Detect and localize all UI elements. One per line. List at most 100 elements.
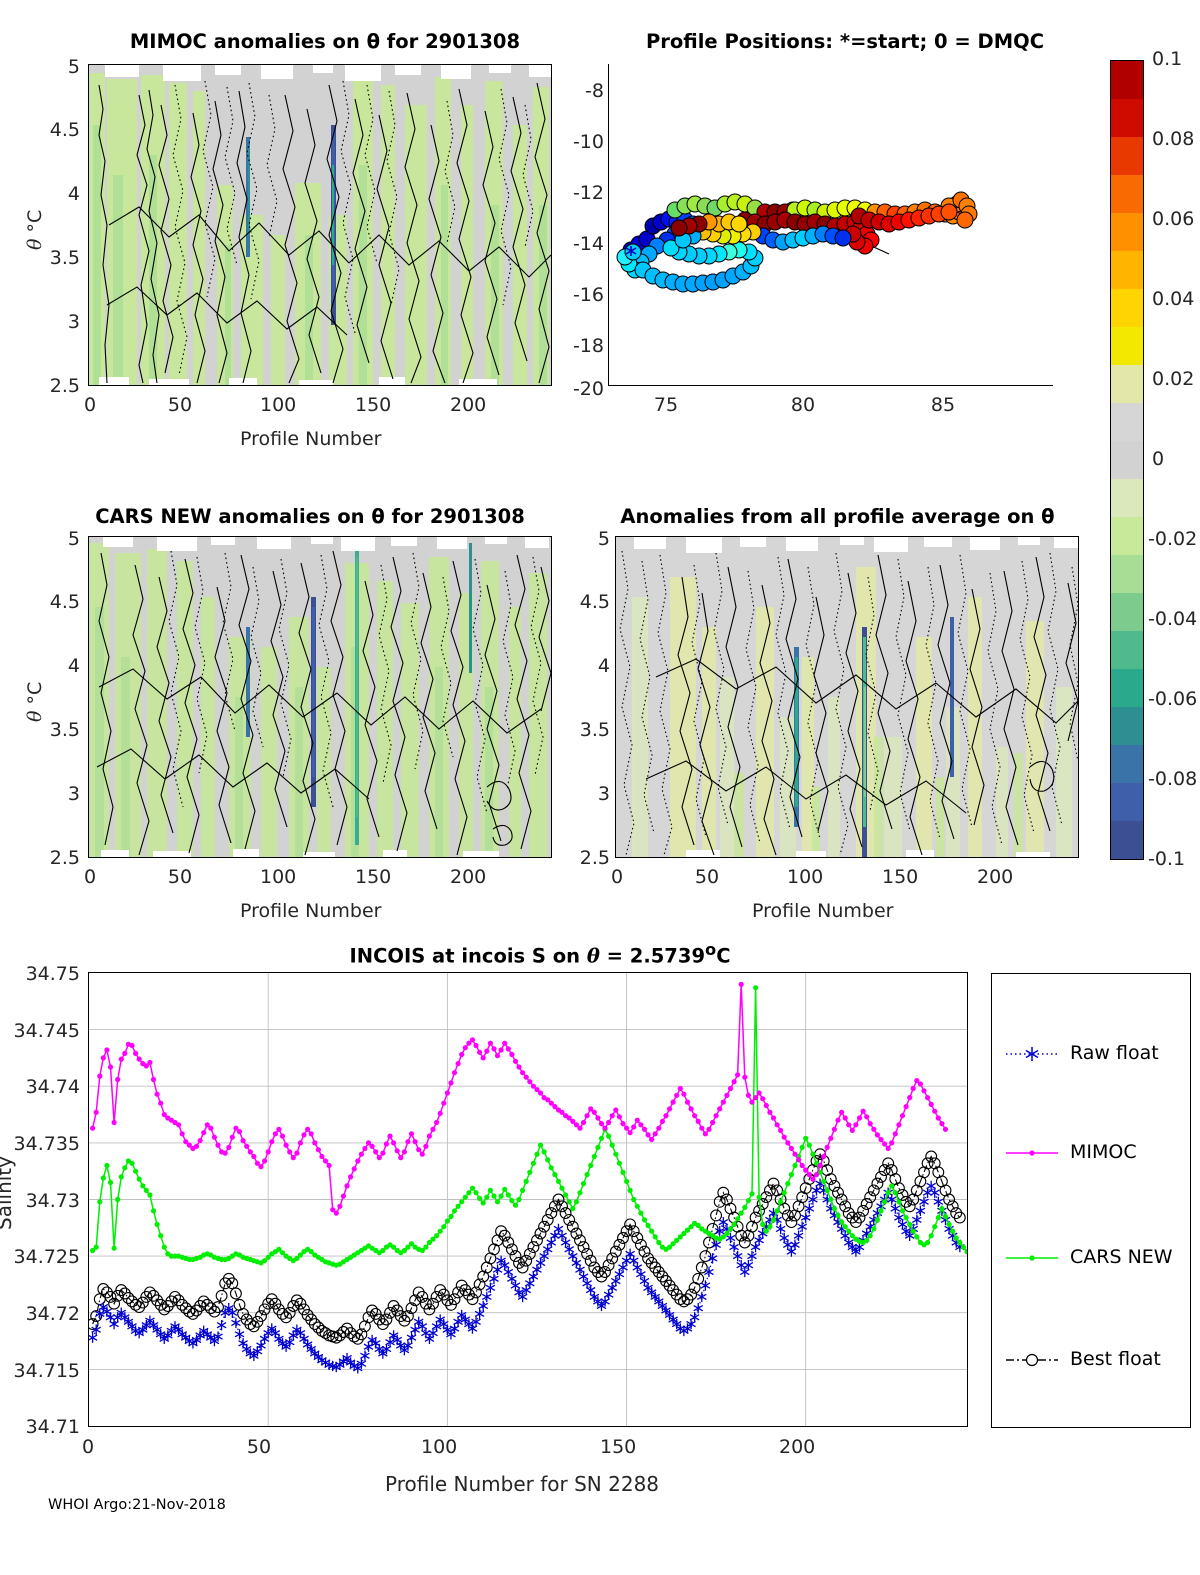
cars-xtick-1: 50	[167, 866, 193, 888]
allprofile-ytick-2: 4	[597, 655, 610, 677]
ts-ylabel: Salinity	[0, 1156, 16, 1230]
allprofile-xtick-4: 200	[977, 866, 1014, 888]
mimoc-ytick-3: 3.5	[49, 247, 80, 269]
positions-xtick-0: 75	[653, 394, 679, 416]
mimoc-xtick-3: 150	[355, 394, 392, 416]
cars-ytick-0: 5	[67, 528, 80, 550]
colorbar-tick-1: 0.08	[1152, 128, 1195, 150]
ts-ytick-6: 34.72	[25, 1303, 80, 1325]
colorbar-swatches	[1111, 61, 1143, 859]
allprofile-contour-field	[616, 537, 1078, 857]
positions-ytick-5: -18	[572, 335, 604, 357]
ts-ytick-0: 34.75	[25, 963, 80, 985]
allprofile-xtick-2: 100	[787, 866, 824, 888]
ts-ytick-4: 34.73	[25, 1190, 80, 1212]
allprofile-ytick-0: 5	[597, 528, 610, 550]
mimoc-ytick-1: 4.5	[49, 119, 80, 141]
positions-xtick-1: 80	[790, 394, 816, 416]
colorbar-tick-9: -0.08	[1148, 768, 1198, 790]
cars-title: CARS NEW anomalies on θ for 2901308	[95, 505, 525, 528]
timeseries-title: INCOIS at incois S on θ = 2.5739oC	[349, 940, 731, 968]
cars-contour-field	[89, 537, 551, 857]
allprofile-ytick-3: 3.5	[579, 719, 610, 741]
ts-ytick-1: 34.745	[13, 1020, 80, 1042]
allprofile-plot-area	[615, 536, 1079, 858]
ts-ytick-2: 34.74	[25, 1076, 80, 1098]
legend-label-raw-float: Raw float	[1070, 1042, 1159, 1064]
legend-line-mimoc	[1006, 1150, 1058, 1156]
cars-plot-area	[88, 536, 552, 858]
positions-plot-area	[608, 64, 1053, 386]
ts-xtick-0: 0	[81, 1436, 95, 1458]
figure-footer: WHOI Argo:21-Nov-2018	[48, 1497, 226, 1513]
ts-xtick-1: 50	[246, 1436, 272, 1458]
timeseries-legend: Raw float MIMOC CARS NEW Best float	[991, 973, 1191, 1428]
cars-xtick-4: 200	[450, 866, 487, 888]
cars-ytick-4: 3	[67, 783, 80, 805]
cars-ytick-2: 4	[67, 655, 80, 677]
legend-line-raw-float	[1006, 1047, 1058, 1061]
allprofile-ytick-1: 4.5	[579, 591, 610, 613]
ts-xtick-4: 200	[779, 1436, 816, 1458]
allprofile-xtick-1: 50	[694, 866, 720, 888]
timeseries-lines	[89, 973, 967, 1426]
positions-ytick-0: -8	[585, 80, 604, 102]
colorbar-tick-8: -0.06	[1148, 688, 1198, 710]
allprofile-ytick-5: 2.5	[579, 847, 610, 869]
allprofile-xtick-0: 0	[610, 866, 624, 888]
mimoc-xtick-0: 0	[83, 394, 97, 416]
ts-ytick-3: 34.735	[13, 1133, 80, 1155]
colorbar-tick-0: 0.1	[1152, 48, 1183, 70]
positions-ytick-3: -14	[572, 233, 604, 255]
colorbar-tick-3: 0.04	[1152, 288, 1195, 310]
ts-xtick-2: 100	[421, 1436, 458, 1458]
legend-line-cars-new	[1006, 1255, 1058, 1261]
positions-ytick-6: -20	[572, 378, 604, 400]
colorbar-tick-10: -0.1	[1148, 848, 1186, 870]
legend-label-mimoc: MIMOC	[1070, 1141, 1137, 1163]
mimoc-xtick-1: 50	[167, 394, 193, 416]
cars-xtick-3: 150	[355, 866, 392, 888]
colorbar-tick-2: 0.06	[1152, 208, 1195, 230]
ts-xtick-3: 150	[600, 1436, 637, 1458]
colorbar-tick-6: -0.02	[1148, 528, 1198, 550]
positions-ytick-4: -16	[572, 284, 604, 306]
positions-title: Profile Positions: *=start; 0 = DMQC	[645, 30, 1045, 53]
mimoc-ytick-4: 3	[67, 311, 80, 333]
mimoc-ytick-5: 2.5	[49, 375, 80, 397]
ts-xlabel: Profile Number for SN 2288	[385, 1472, 660, 1496]
mimoc-ytick-2: 4	[67, 183, 80, 205]
mimoc-ytick-0: 5	[67, 56, 80, 78]
ts-ytick-5: 34.725	[13, 1246, 80, 1268]
cars-xtick-0: 0	[83, 866, 97, 888]
mimoc-xtick-4: 200	[450, 394, 487, 416]
mimoc-ylabel: θ °C	[24, 209, 46, 250]
mimoc-xtick-2: 100	[260, 394, 297, 416]
mimoc-xlabel: Profile Number	[240, 428, 382, 450]
colorbar-tick-7: -0.04	[1148, 608, 1198, 630]
cars-ytick-1: 4.5	[49, 591, 80, 613]
cars-ytick-3: 3.5	[49, 719, 80, 741]
cars-xtick-2: 100	[260, 866, 297, 888]
colorbar-tick-5: 0	[1152, 448, 1165, 470]
profile-positions-scatter	[616, 191, 978, 293]
allprofile-ytick-4: 3	[597, 783, 610, 805]
positions-ytick-1: -10	[572, 131, 604, 153]
legend-line-best-float	[1006, 1353, 1058, 1367]
positions-ytick-2: -12	[572, 182, 604, 204]
colorbar-tick-4: 0.02	[1152, 368, 1195, 390]
mimoc-plot-area	[88, 64, 552, 386]
legend-samples	[1006, 1047, 1058, 1367]
mimoc-contour-field	[89, 65, 551, 385]
allprofile-xtick-3: 150	[882, 866, 919, 888]
timeseries-plot-area	[88, 972, 968, 1427]
legend-label-cars-new: CARS NEW	[1070, 1246, 1173, 1268]
cars-xlabel: Profile Number	[240, 900, 382, 922]
legend-label-best-float: Best float	[1070, 1348, 1161, 1370]
allprofile-xlabel: Profile Number	[752, 900, 894, 922]
allprofile-title: Anomalies from all profile average on θ	[620, 505, 1055, 528]
mimoc-title: MIMOC anomalies on θ for 2901308	[129, 30, 521, 53]
positions-xtick-2: 85	[930, 394, 956, 416]
colorbar-gradient	[1110, 60, 1144, 860]
cars-ytick-5: 2.5	[49, 847, 80, 869]
